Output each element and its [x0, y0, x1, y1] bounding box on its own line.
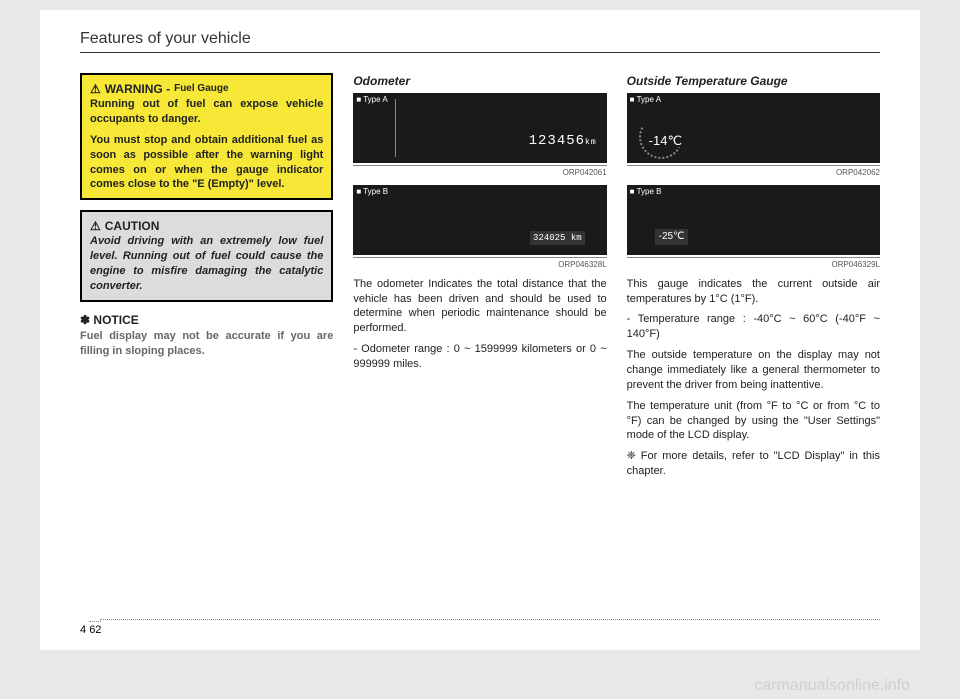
notice-body: Fuel display may not be accurate if you …	[80, 329, 333, 359]
page-num: 62	[89, 621, 101, 636]
odo-a-num: 123456	[529, 133, 585, 149]
warning-title: ⚠ WARNING - Fuel Gauge	[90, 81, 323, 97]
odo-a-unit: km	[585, 138, 597, 147]
temp-title: Outside Temperature Gauge	[627, 73, 880, 89]
column-right: Outside Temperature Gauge ■ Type A -14℃ …	[627, 73, 880, 485]
caution-body: Avoid driving with an extremely low fuel…	[90, 234, 323, 293]
image-code-a: ORP042062	[627, 168, 880, 179]
footer-dotted-line	[100, 619, 880, 620]
document-page: Features of your vehicle ⚠ WARNING - Fue…	[40, 10, 920, 650]
page-number: 4 62	[80, 624, 101, 636]
divider-line	[395, 99, 396, 157]
type-b-label: ■ Type B	[356, 187, 388, 198]
temp-p1: This gauge indicates the current outside…	[627, 277, 880, 307]
odometer-value-b: 324025 km	[530, 231, 585, 245]
divider	[353, 165, 606, 166]
divider	[627, 165, 880, 166]
column-middle: Odometer ■ Type A 123456km ORP042061 ■ T…	[353, 73, 606, 485]
caution-title: ⚠ CAUTION	[90, 218, 323, 234]
notice-label: NOTICE	[93, 313, 138, 327]
temp-p3: The outside temperature on the display m…	[627, 348, 880, 393]
odometer-p2: - Odometer range : 0 ~ 1599999 kilometer…	[353, 342, 606, 372]
odometer-title: Odometer	[353, 73, 606, 89]
warning-label: WARNING -	[105, 81, 170, 97]
odometer-p1: The odometer Indicates the total distanc…	[353, 277, 606, 336]
column-left: ⚠ WARNING - Fuel Gauge Running out of fu…	[80, 73, 333, 485]
notice-title: ✽ NOTICE	[80, 313, 139, 327]
temp-p2: - Temperature range : -40°C ~ 60°C (-40°…	[627, 312, 880, 342]
content-columns: ⚠ WARNING - Fuel Gauge Running out of fu…	[80, 73, 880, 485]
image-code-a: ORP042061	[353, 168, 606, 179]
temp-display-a: ■ Type A -14℃	[627, 93, 880, 163]
page-header: Features of your vehicle	[80, 30, 880, 53]
image-code-b: ORP046328L	[353, 260, 606, 271]
type-a-label: ■ Type A	[356, 95, 387, 106]
caution-box: ⚠ CAUTION Avoid driving with an extremel…	[80, 210, 333, 302]
temp-display-b: ■ Type B -25℃	[627, 185, 880, 255]
warning-box: ⚠ WARNING - Fuel Gauge Running out of fu…	[80, 73, 333, 200]
notice-block: ✽ NOTICE Fuel display may not be accurat…	[80, 312, 333, 359]
temp-b-value: -25℃	[655, 229, 689, 245]
warning-p1: Running out of fuel can expose vehicle o…	[90, 97, 323, 127]
temp-p4: The temperature unit (from °F to °C or f…	[627, 399, 880, 444]
image-code-b: ORP046329L	[627, 260, 880, 271]
type-a-label: ■ Type A	[630, 95, 661, 106]
odometer-display-b: ■ Type B 324025 km	[353, 185, 606, 255]
caution-icon: ⚠	[90, 218, 101, 234]
temp-a-value: -14℃	[649, 132, 682, 150]
page-chapter: 4	[80, 624, 86, 636]
divider	[353, 257, 606, 258]
notice-mark: ✽	[80, 313, 90, 327]
odometer-value-a: 123456km	[529, 132, 597, 151]
divider	[627, 257, 880, 258]
warning-icon: ⚠	[90, 81, 101, 97]
type-b-label: ■ Type B	[630, 187, 662, 198]
warning-subtitle: Fuel Gauge	[174, 82, 228, 96]
odometer-display-a: ■ Type A 123456km	[353, 93, 606, 163]
watermark: carmanualsonline.info	[754, 677, 910, 695]
warning-p2: You must stop and obtain additional fuel…	[90, 133, 323, 192]
temp-p5: ❈ For more details, refer to "LCD Displa…	[627, 449, 880, 479]
caution-label: CAUTION	[105, 218, 160, 234]
